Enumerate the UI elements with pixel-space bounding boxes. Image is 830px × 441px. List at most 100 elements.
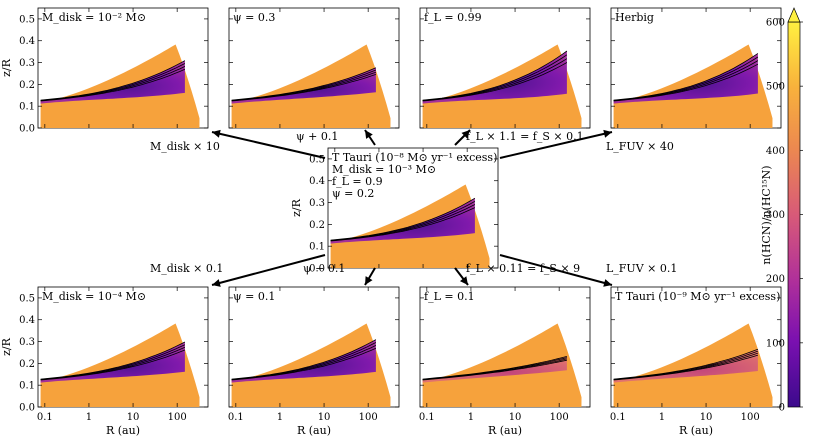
depleted-region [422, 51, 567, 104]
panel-label: Herbig [615, 11, 654, 24]
arrow-label: L_FUV × 40 [606, 140, 674, 153]
y-tick-label: 0.3 [309, 198, 325, 209]
y-axis-label: z/R [290, 198, 303, 217]
panel-label: T Tauri (10⁻⁸ M⊙ yr⁻¹ excess) [332, 151, 497, 164]
arrow-line [211, 131, 326, 159]
arrows: M_disk × 10 ψ + 0.1 f_L × 1.1 = f_S × 0.1 L… [150, 129, 677, 287]
y-tick-label: 0.5 [19, 14, 35, 25]
arrow-head [212, 129, 221, 138]
contour-line [613, 354, 759, 381]
y-axis-label: z/R [0, 337, 13, 356]
arrow-line [211, 254, 326, 286]
arrow-head [459, 276, 468, 285]
x-axis-label: R (au) [297, 424, 331, 437]
arrow-line [499, 131, 613, 159]
panel-label: f_L = 0.1 [424, 290, 475, 303]
arrow-line [499, 254, 613, 286]
colorbar-tick-label: 0 [779, 403, 785, 414]
x-tick-label: 0.1 [610, 412, 626, 423]
arrow-label: ψ − 0.1 [303, 262, 345, 275]
contour-line [422, 359, 567, 381]
x-tick-label: 100 [741, 412, 760, 423]
x-tick-label: 10 [700, 412, 713, 423]
panel-label: f_L = 0.9 [332, 175, 383, 188]
x-axis-label: R (au) [106, 424, 140, 437]
arrow-head [365, 130, 373, 139]
disk-envelope [231, 44, 391, 128]
colorbar-tick-label: 100 [766, 338, 785, 349]
panel-label: M_disk = 10⁻⁴ M⊙ [42, 290, 146, 303]
arrow-ttauri-low: L_FUV × 0.1 [499, 254, 677, 287]
x-tick-label: 1 [468, 412, 474, 423]
colorbar-tick-label: 500 [766, 82, 785, 93]
depleted-region [231, 67, 376, 104]
y-tick-label: 0.2 [19, 80, 35, 91]
arrow-head [603, 129, 612, 138]
arrow-head [365, 276, 373, 285]
colorbar-gradient [787, 21, 801, 408]
arrow-fl-low: f_L × 0.11 = f_S × 9 [454, 262, 580, 286]
colorbar-tick-label: 400 [766, 146, 785, 157]
panel-label: ψ = 0.3 [233, 11, 275, 24]
colorbar: 0 100 200 300 400 500 600 n(HCN)/n(HC¹⁵N) [760, 7, 803, 414]
disk-envelope [613, 323, 773, 407]
panels: 0.0 0.1 0.2 0.3 0.4 0.5 z/R M_disk = 10⁻² M⊙ ψ =… [0, 7, 782, 437]
x-tick-label: 10 [509, 412, 522, 423]
y-tick-label: 0.0 [19, 124, 35, 135]
arrow-mdisk-high: M_disk × 10 [150, 129, 326, 159]
panel-fl-low: 0.1 1 10 100 R (au) f_L = 0.1 [419, 286, 591, 437]
y-tick-label: 0.1 [19, 102, 35, 113]
arrow-label: f_L × 0.11 = f_S × 9 [466, 262, 580, 275]
panel-label: f_L = 0.99 [424, 11, 482, 24]
y-axis-label: z/R [0, 58, 13, 77]
colorbar-extend-arrow [787, 7, 801, 23]
y-tick-label: 0.4 [19, 315, 35, 326]
arrow-fl-high: f_L × 1.1 = f_S × 0.1 [454, 129, 584, 146]
x-tick-label: 1 [86, 412, 92, 423]
y-tick-label: 0.1 [19, 381, 35, 392]
depleted-region [231, 339, 376, 383]
panel-label: M_disk = 10⁻² M⊙ [42, 11, 146, 24]
panel-psi-high: ψ = 0.3 [228, 7, 400, 129]
disk-envelope [40, 44, 200, 128]
arrow-head [212, 279, 221, 287]
panel-label: ψ = 0.1 [233, 290, 275, 303]
disk-envelope [231, 323, 391, 407]
depleted-region [40, 60, 185, 104]
y-tick-label: 0.5 [19, 293, 35, 304]
x-tick-label: 0.1 [228, 412, 244, 423]
colorbar-tick-label: 600 [766, 18, 785, 29]
panel-label: T Tauri (10⁻⁹ M⊙ yr⁻¹ excess) [615, 290, 780, 303]
arrow-label: M_disk × 0.1 [150, 262, 223, 275]
arrow-label: ψ + 0.1 [296, 130, 338, 143]
depleted-region [613, 53, 758, 104]
arrow-mdisk-low: M_disk × 0.1 [150, 254, 326, 287]
arrow-label: f_L × 1.1 = f_S × 0.1 [466, 130, 584, 143]
contour-line [231, 74, 377, 102]
panel-fl-high: f_L = 0.99 [419, 7, 591, 129]
y-tick-label: 0.3 [19, 58, 35, 69]
contour-line [40, 349, 186, 381]
panel-fiducial: 0.0 0.1 0.2 0.3 0.4 0.5 z/R T Tauri (10⁻⁸ M⊙ yr… [290, 147, 499, 275]
contour-line [231, 347, 377, 381]
y-tick-label: 0.3 [19, 337, 35, 348]
panel-ttauri-low: 0.1 1 10 100 R (au) T Tauri (10⁻⁹ M⊙ yr⁻¹ exc… [610, 286, 782, 437]
y-tick-label: 0.2 [309, 220, 325, 231]
panel-mdisk-high: 0.0 0.1 0.2 0.3 0.4 0.5 z/R M_disk = 10⁻² M⊙ [0, 7, 209, 135]
arrow-label: M_disk × 10 [150, 140, 220, 153]
colorbar-tick-label: 200 [766, 274, 785, 285]
depleted-region [40, 342, 185, 383]
y-tick-label: 0.5 [309, 154, 325, 165]
x-axis-label: R (au) [679, 424, 713, 437]
arrow-psi-high: ψ + 0.1 [296, 129, 376, 146]
contour-line [422, 62, 568, 102]
x-tick-label: 1 [659, 412, 665, 423]
colorbar-label: n(HCN)/n(HC¹⁵N) [760, 165, 773, 264]
panel-herbig: Herbig [610, 7, 782, 129]
arrow-psi-low: ψ − 0.1 [303, 262, 376, 286]
x-tick-label: 100 [359, 412, 378, 423]
contour-line [330, 207, 476, 242]
contour-line [613, 63, 759, 102]
